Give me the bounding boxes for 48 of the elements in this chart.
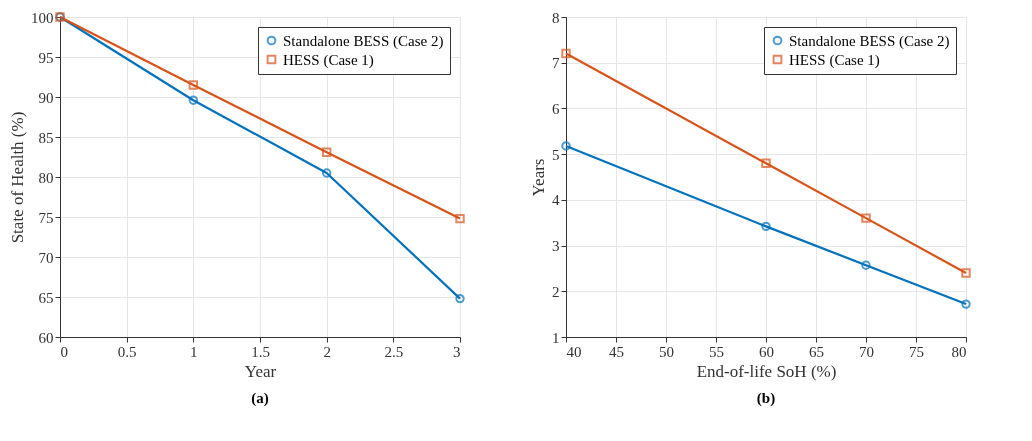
text: (b) (756, 390, 776, 407)
legend-label: HESS (Case 1) (283, 51, 374, 69)
x-tick-label: 1.5 (251, 343, 270, 360)
y-tick-label: 85 (38, 129, 54, 146)
x-tick-label: 0.5 (117, 343, 137, 360)
x-tick-label: 3 (453, 343, 461, 360)
y-tick-label: 1 (552, 329, 560, 346)
point (188, 95, 199, 105)
y-tick-label: 65 (38, 289, 54, 306)
x-tick-label: 80 (951, 343, 967, 360)
y-axis-title: State of Health (%) (8, 111, 27, 244)
y-tick-label: 4 (552, 192, 560, 209)
y-tick-label: 100 (31, 9, 54, 26)
point (188, 80, 199, 90)
text: (a) (251, 390, 269, 407)
x-tick-label: 2.5 (384, 343, 404, 360)
x-tick-label: 1 (190, 343, 198, 360)
point (455, 213, 465, 224)
y-tick-label: 8 (552, 9, 560, 26)
x-tick-label: 60 (759, 343, 774, 360)
legend-label: Standalone BESS (Case 2) (283, 32, 444, 50)
y-tick-label: 3 (552, 238, 560, 255)
y-tick-label: 2 (552, 283, 560, 300)
x-axis-title: Year (244, 361, 277, 381)
x-tick-label: 70 (859, 343, 874, 360)
x-tick-label: 65 (809, 343, 824, 360)
y-tick-label: 5 (552, 146, 560, 163)
x-tick-label: 40 (566, 343, 582, 360)
y-axis-title: Years (529, 158, 548, 197)
y-tick-label: 75 (38, 209, 54, 226)
y-tick-label: 70 (38, 249, 54, 266)
legend-label: HESS (Case 1) (789, 51, 880, 69)
y-tick-label: 80 (38, 169, 54, 186)
x-tick-label: 45 (609, 343, 624, 360)
y-tick-label: 60 (38, 329, 54, 346)
y-tick-label: 7 (552, 55, 560, 72)
x-axis-title: End-of-life SoH (%) (696, 361, 837, 381)
x-tick-label: 50 (659, 343, 674, 360)
x-tick-label: 0 (60, 343, 68, 360)
y-tick-label: 90 (38, 89, 54, 106)
x-tick-label: 2 (323, 343, 331, 360)
point (321, 168, 332, 178)
y-tick-label: 95 (38, 49, 54, 66)
legend-label: Standalone BESS (Case 2) (789, 32, 950, 50)
point (321, 147, 332, 157)
x-tick-label: 55 (709, 343, 724, 360)
x-tick-label: 75 (909, 343, 924, 360)
y-tick-label: 6 (552, 100, 560, 117)
